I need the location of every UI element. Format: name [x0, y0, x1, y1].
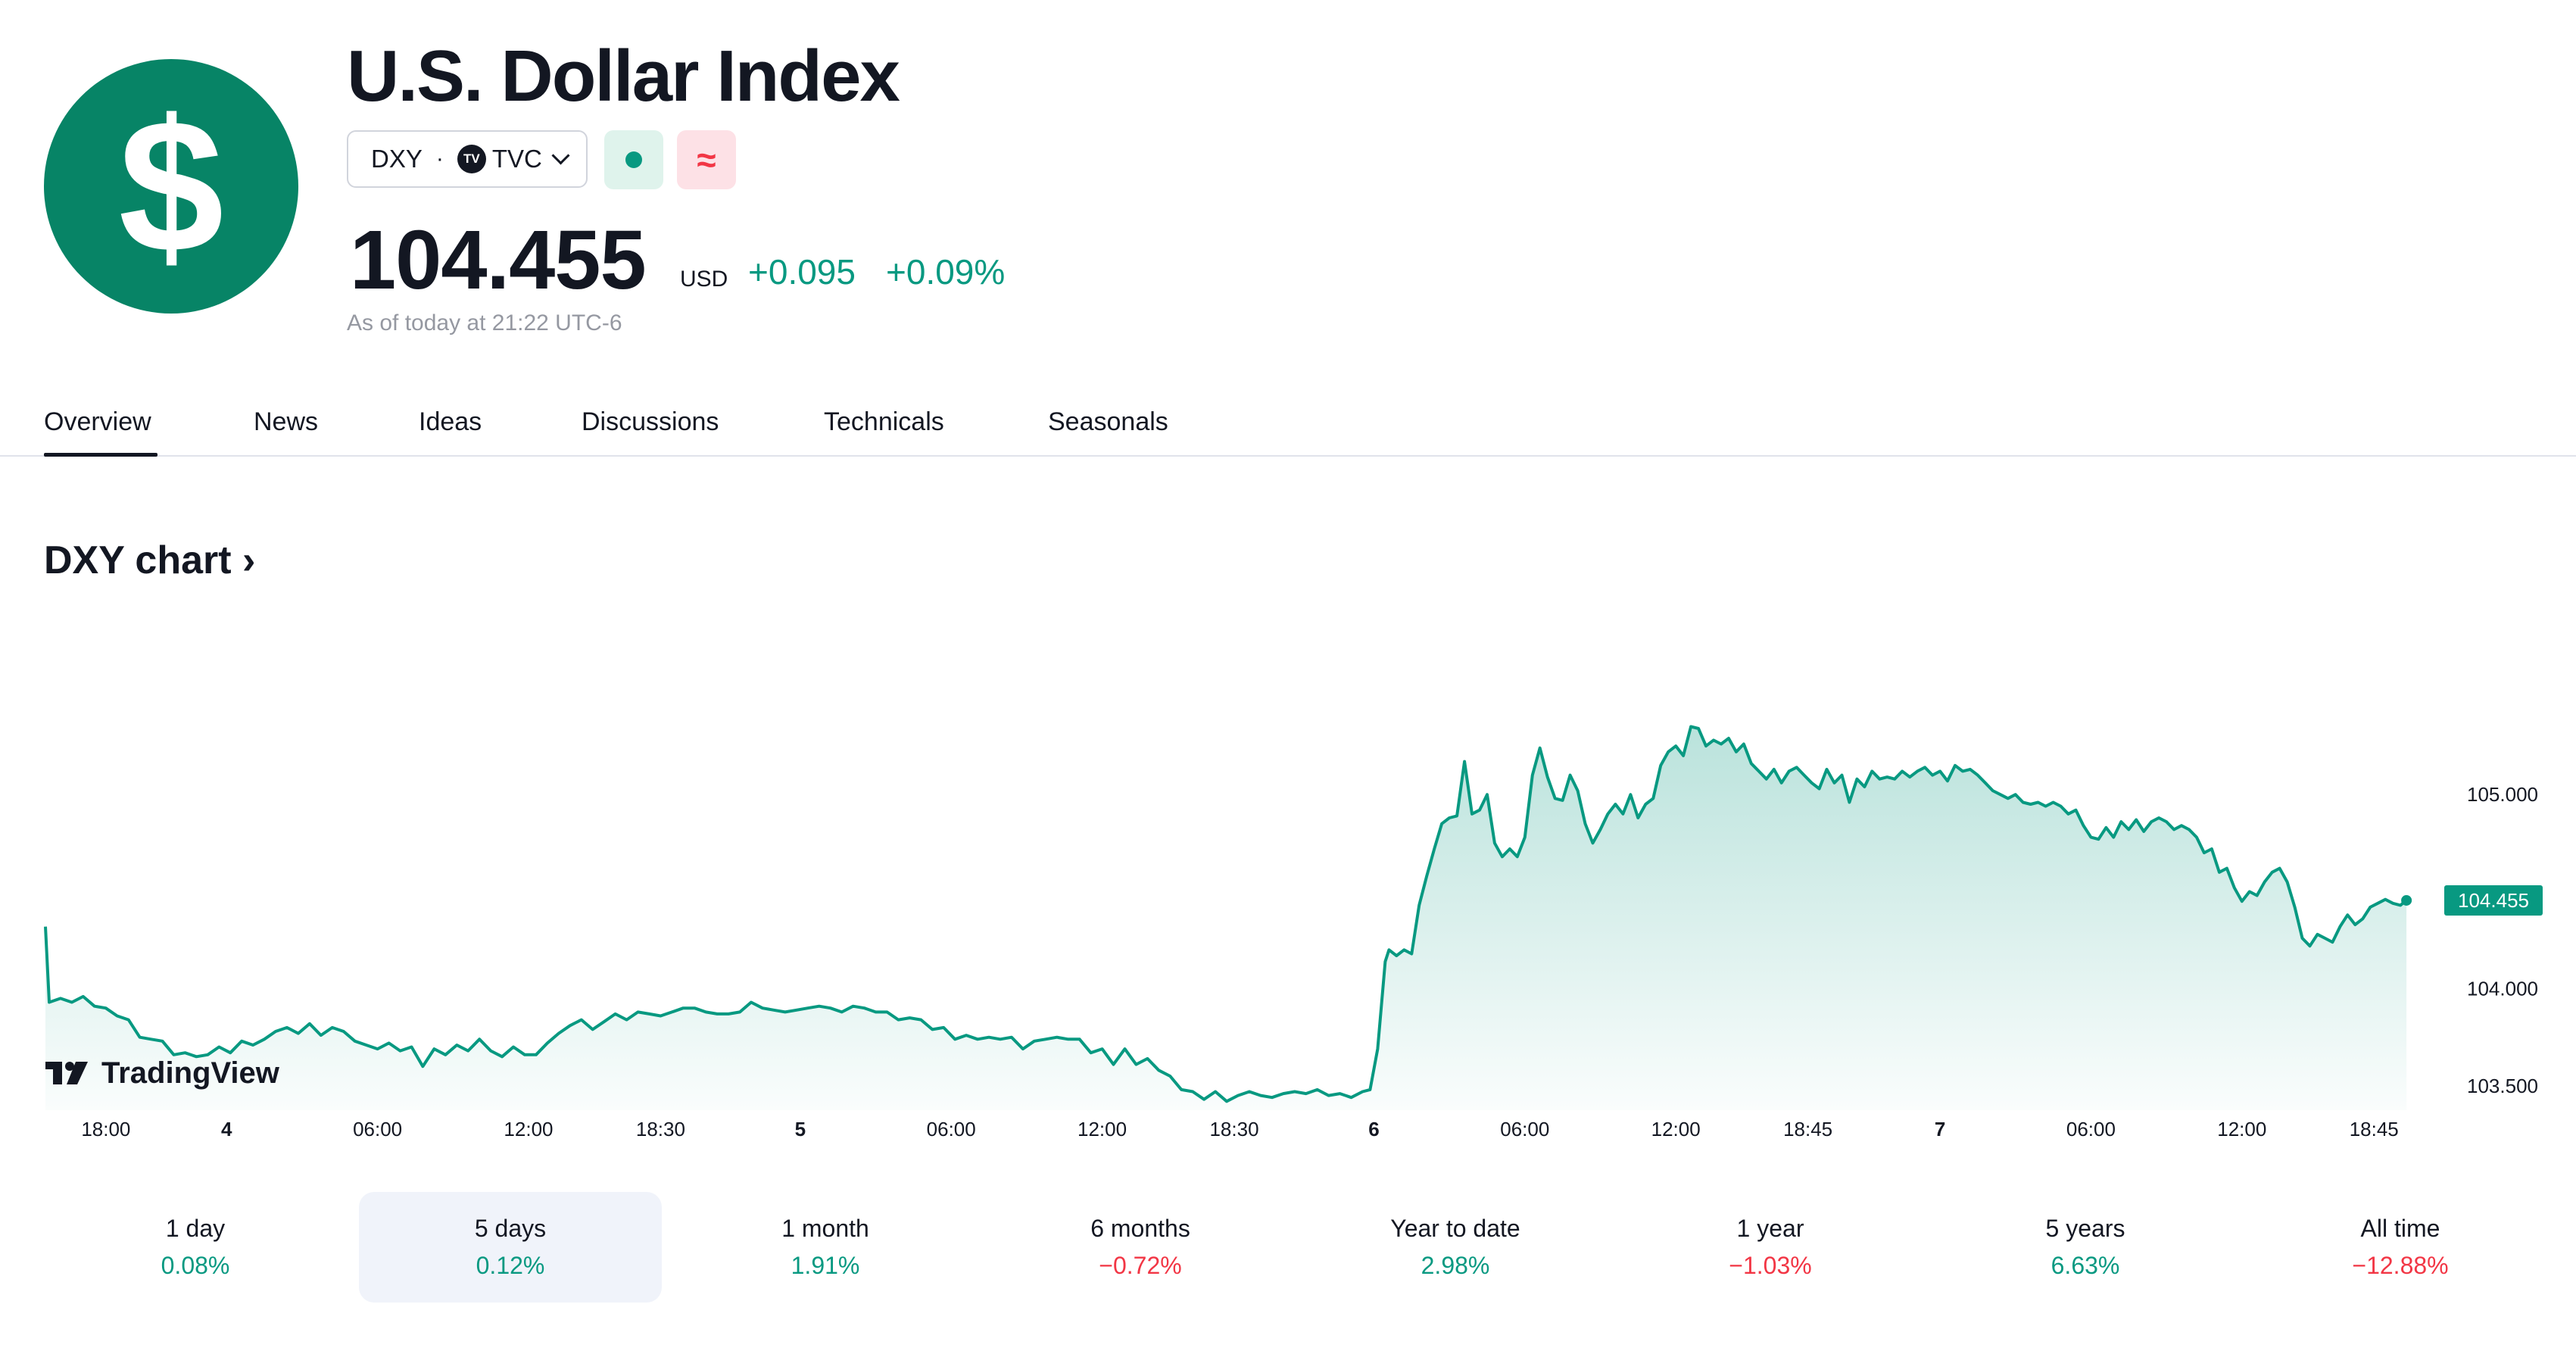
- price-area-fill: [45, 726, 2407, 1110]
- tradingview-watermark[interactable]: TradingView: [45, 1056, 280, 1090]
- x-axis-tick-label: 12:00: [2217, 1118, 2266, 1140]
- period-change-value: −1.03%: [1729, 1252, 1812, 1279]
- last-price-label: 104.455: [2458, 889, 2529, 912]
- tradingview-exchange-icon: TV: [457, 145, 486, 173]
- x-axis-tick-label: 18:45: [2350, 1118, 2399, 1140]
- approx-equal-icon: ≈: [697, 140, 716, 179]
- tab-overview[interactable]: Overview: [44, 407, 151, 436]
- symbol-label: DXY: [371, 145, 423, 173]
- price-line: [44, 725, 2408, 1103]
- x-axis-tick-label: 18:00: [81, 1118, 130, 1140]
- price-change-percent: +0.09%: [886, 252, 1006, 292]
- period-button[interactable]: 1 year −1.03%: [1619, 1192, 1922, 1303]
- dollar-sign-icon: $: [118, 80, 224, 292]
- period-button[interactable]: 5 years 6.63%: [1934, 1192, 2237, 1303]
- period-change-value: −12.88%: [2352, 1252, 2449, 1279]
- period-button[interactable]: 1 month 1.91%: [674, 1192, 977, 1303]
- period-button[interactable]: All time −12.88%: [2249, 1192, 2552, 1303]
- period-button[interactable]: Year to date 2.98%: [1304, 1192, 1607, 1303]
- period-button[interactable]: 1 day 0.08%: [44, 1192, 347, 1303]
- period-label: 5 days: [474, 1215, 547, 1242]
- x-axis-tick-label: 06:00: [2066, 1118, 2116, 1140]
- period-label: 5 years: [2045, 1215, 2125, 1242]
- last-price: 104.455: [350, 214, 647, 307]
- x-axis-tick-label: 5: [795, 1118, 806, 1140]
- period-change-value: −0.72%: [1099, 1252, 1182, 1279]
- period-button[interactable]: 5 days 0.12%: [359, 1192, 662, 1303]
- as-of-timestamp: As of today at 21:22 UTC-6: [347, 310, 622, 335]
- tradingview-logo-icon: [45, 1062, 88, 1084]
- period-label: 1 year: [1736, 1215, 1804, 1242]
- tab-news[interactable]: News: [254, 407, 319, 436]
- price-currency: USD: [680, 267, 728, 292]
- x-axis-tick-label: 6: [1368, 1118, 1379, 1140]
- x-axis-tick-label: 18:45: [1783, 1118, 1832, 1140]
- x-axis-tick-label: 12:00: [504, 1118, 553, 1140]
- symbol-exchange-selector[interactable]: DXY · TV TVC: [347, 130, 588, 188]
- x-axis-tick-label: 06:00: [1500, 1118, 1549, 1140]
- price-chart[interactable]: 105.000 104.000 103.500 18:00 4 06:00 12:00 18…: [0, 591, 2576, 1151]
- period-change-value: 0.12%: [476, 1252, 545, 1279]
- x-axis-tick-label: 4: [221, 1118, 232, 1140]
- chart-heading-link[interactable]: DXY chart ›: [44, 538, 256, 582]
- x-axis-tick-label: 7: [1935, 1118, 1945, 1140]
- y-axis-tick-label: 104.000: [2467, 978, 2538, 1000]
- last-price-label-bg: [2444, 885, 2543, 916]
- tab-discussions[interactable]: Discussions: [582, 407, 719, 436]
- x-axis-tick-label: 18:30: [636, 1118, 685, 1140]
- exchange-label: TVC: [491, 145, 542, 173]
- period-label: 1 month: [781, 1215, 869, 1242]
- market-open-dot-icon: [625, 151, 642, 168]
- price-change-absolute: +0.095: [748, 252, 856, 292]
- chevron-down-icon: [551, 145, 570, 165]
- period-change-value: 6.63%: [2051, 1252, 2120, 1279]
- period-change-value: 1.91%: [791, 1252, 860, 1279]
- x-axis-tick-label: 12:00: [1077, 1118, 1127, 1140]
- period-label: 6 months: [1090, 1215, 1190, 1242]
- x-axis-tick-label: 06:00: [927, 1118, 976, 1140]
- x-axis-tick-label: 06:00: [353, 1118, 402, 1140]
- tab-ideas[interactable]: Ideas: [419, 407, 482, 436]
- tab-seasonals[interactable]: Seasonals: [1048, 407, 1168, 436]
- period-label: 1 day: [165, 1215, 226, 1242]
- period-change-value: 2.98%: [1421, 1252, 1490, 1279]
- separator-dot: ·: [435, 146, 444, 171]
- tabs-divider: [0, 455, 2576, 457]
- x-axis-tick-label: 12:00: [1651, 1118, 1701, 1140]
- tab-technicals[interactable]: Technicals: [824, 407, 944, 436]
- tradingview-wordmark: TradingView: [101, 1056, 280, 1090]
- period-button[interactable]: 6 months −0.72%: [989, 1192, 1292, 1303]
- data-delay-button[interactable]: ≈: [677, 130, 736, 189]
- market-status-button[interactable]: [604, 130, 663, 189]
- dxy-logo: $: [44, 59, 298, 314]
- period-label: All time: [2360, 1215, 2440, 1242]
- last-price-dot: [2401, 894, 2412, 906]
- y-axis-tick-label: 103.500: [2467, 1075, 2538, 1097]
- y-axis-tick-label: 105.000: [2467, 783, 2538, 806]
- period-change-value: 0.08%: [161, 1252, 230, 1279]
- x-axis-tick-label: 18:30: [1209, 1118, 1258, 1140]
- active-tab-indicator: [44, 453, 157, 457]
- page-title: U.S. Dollar Index: [347, 36, 900, 117]
- period-label: Year to date: [1390, 1215, 1520, 1242]
